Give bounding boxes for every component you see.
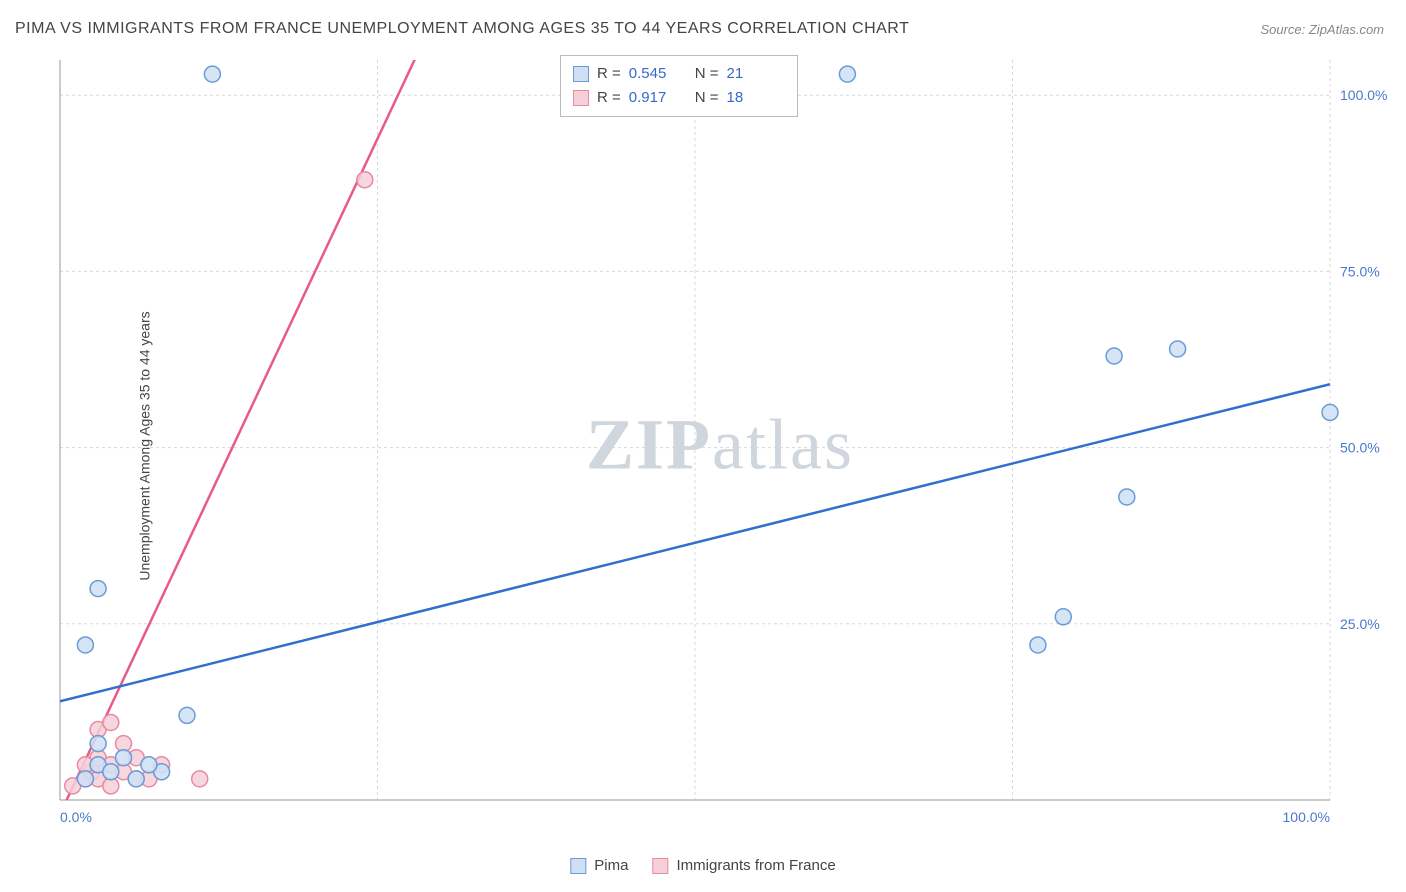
r-label: R = (597, 86, 621, 110)
svg-text:100.0%: 100.0% (1283, 809, 1330, 825)
n-value-france: 18 (727, 86, 785, 110)
r-value-pima: 0.545 (629, 62, 687, 86)
legend-label-france: Immigrants from France (676, 857, 835, 874)
r-value-france: 0.917 (629, 86, 687, 110)
svg-text:25.0%: 25.0% (1340, 616, 1380, 632)
swatch-pima (570, 858, 586, 874)
n-value-pima: 21 (727, 62, 785, 86)
legend-row-pima: R = 0.545 N = 21 (573, 62, 785, 86)
svg-text:50.0%: 50.0% (1340, 440, 1380, 456)
svg-text:0.0%: 0.0% (60, 809, 92, 825)
swatch-pima (573, 66, 589, 82)
svg-text:75.0%: 75.0% (1340, 263, 1380, 279)
n-label: N = (695, 86, 719, 110)
legend-row-france: R = 0.917 N = 18 (573, 86, 785, 110)
r-label: R = (597, 62, 621, 86)
n-label: N = (695, 62, 719, 86)
svg-text:100.0%: 100.0% (1340, 87, 1387, 103)
legend-item-pima: Pima (570, 857, 628, 874)
correlation-legend: R = 0.545 N = 21 R = 0.917 N = 18 (560, 55, 798, 117)
swatch-france (652, 858, 668, 874)
plot-area: 25.0%50.0%75.0%100.0%0.0%100.0% ZIPatlas (50, 50, 1390, 840)
scatter-chart: 25.0% 50.0% 75.0% 100.0% 0.0% 100.0% (50, 50, 1390, 840)
chart-title: PIMA VS IMMIGRANTS FROM FRANCE UNEMPLOYM… (15, 20, 909, 38)
legend-label-pima: Pima (594, 857, 628, 874)
swatch-france (573, 90, 589, 106)
source-attribution: Source: ZipAtlas.com (1260, 22, 1384, 37)
legend-item-france: Immigrants from France (652, 857, 835, 874)
series-legend: Pima Immigrants from France (570, 857, 835, 874)
